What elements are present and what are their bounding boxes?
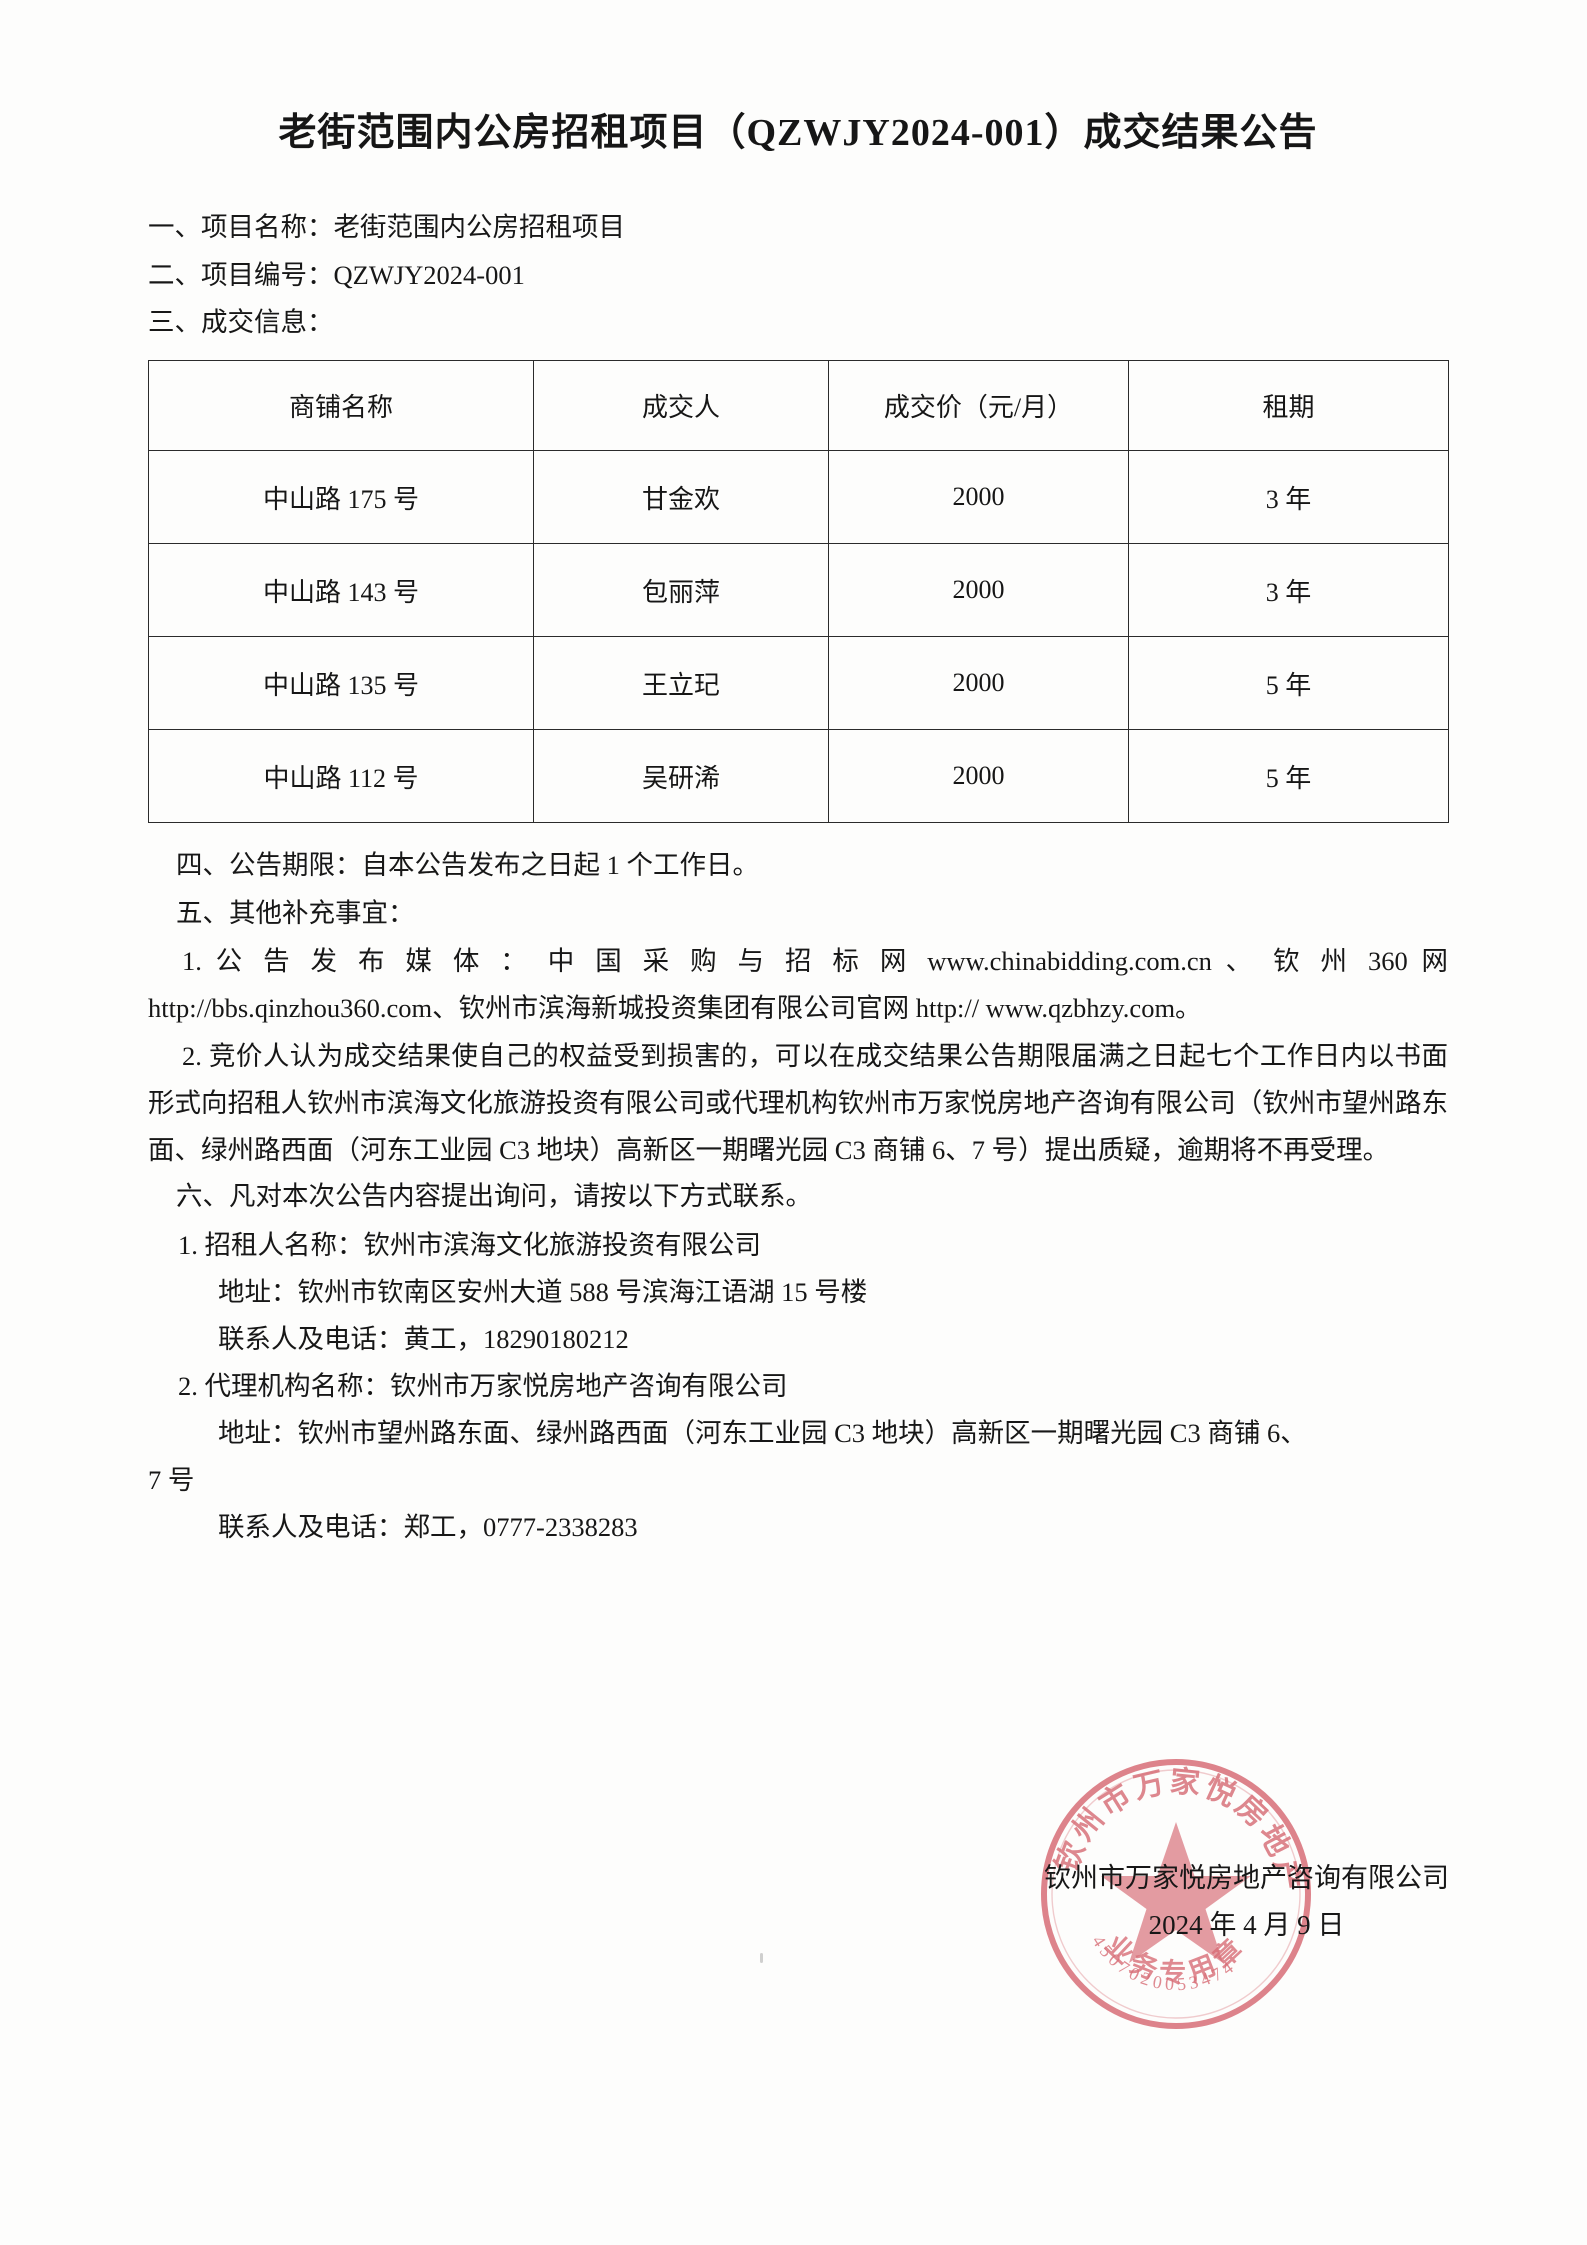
column-header-price: 成交价（元/月） bbox=[828, 360, 1129, 452]
agency-address-continued: 7 号 bbox=[148, 1465, 195, 1496]
cell-lease-term: 3 年 bbox=[1128, 450, 1449, 545]
table-row: 中山路 143 号 包丽萍 2000 3 年 bbox=[148, 543, 1449, 638]
cell-price: 2000 bbox=[828, 543, 1129, 638]
page-title: 老街范围内公房招租项目（QZWJY2024-001）成交结果公告 bbox=[278, 112, 1318, 154]
cell-winner: 甘金欢 bbox=[533, 450, 829, 545]
deal-results-table: 商铺名称 成交人 成交价（元/月） 租期 中山路 175 号 甘金欢 2000 … bbox=[148, 360, 1449, 824]
signature-organization: 钦州市万家悦房地产咨询有限公司 bbox=[1044, 1863, 1449, 1893]
signature-date: 2024 年 4 月 9 日 bbox=[1148, 1910, 1345, 1941]
agency-name: 2. 代理机构名称：钦州市万家悦房地产咨询有限公司 bbox=[178, 1371, 788, 1402]
clause-contact-methods: 六、凡对本次公告内容提出询问，请按以下方式联系。 bbox=[176, 1180, 812, 1211]
agency-phone: 联系人及电话：郑工，0777-2338283 bbox=[218, 1512, 638, 1543]
cell-lease-term: 3 年 bbox=[1128, 543, 1449, 638]
cell-shop-name: 中山路 175 号 bbox=[148, 450, 534, 545]
cell-shop-name: 中山路 112 号 bbox=[148, 729, 534, 824]
cell-shop-name: 中山路 135 号 bbox=[148, 636, 534, 731]
clause-project-name: 一、项目名称：老街范围内公房招租项目 bbox=[148, 212, 625, 243]
lessor-phone: 联系人及电话：黄工，18290180212 bbox=[218, 1323, 629, 1354]
lessor-address: 地址：钦州市钦南区安州大道 588 号滨海江语湖 15 号楼 bbox=[218, 1276, 868, 1307]
note-publication-media: 1. 公 告 发 布 媒 体 ： 中 国 采 购 与 招 标 网 www.chi… bbox=[148, 946, 1448, 1024]
column-header-shop-name: 商铺名称 bbox=[148, 360, 534, 452]
table-row: 中山路 135 号 王立玘 2000 5 年 bbox=[148, 636, 1449, 731]
cell-lease-term: 5 年 bbox=[1128, 729, 1449, 824]
scan-artifact bbox=[760, 1953, 763, 1963]
cell-shop-name: 中山路 143 号 bbox=[148, 543, 534, 638]
clause-project-number: 二、项目编号：QZWJY2024-001 bbox=[148, 259, 525, 290]
column-header-winner: 成交人 bbox=[533, 360, 829, 452]
clause-deal-info: 三、成交信息： bbox=[148, 307, 334, 338]
signature-block: 钦州市万家悦房地产咨询有限公司 2024 年 4 月 9 日 bbox=[1044, 1855, 1449, 1950]
lessor-name: 1. 招租人名称：钦州市滨海文化旅游投资有限公司 bbox=[178, 1229, 761, 1260]
cell-winner: 包丽萍 bbox=[533, 543, 829, 638]
note-objection-procedure: 2. 竞价人认为成交结果使自己的权益受到损害的，可以在成交结果公告期限届满之日起… bbox=[148, 1040, 1448, 1165]
cell-winner: 吴研浠 bbox=[533, 729, 829, 824]
table-row: 中山路 175 号 甘金欢 2000 3 年 bbox=[148, 450, 1449, 545]
document-body: 老街范围内公房招租项目（QZWJY2024-001）成交结果公告 一、项目名称：… bbox=[148, 108, 1449, 1552]
column-header-lease-term: 租期 bbox=[1128, 360, 1449, 452]
company-seal-stamp: 钦州市万家悦房地产咨询 业务专用章 4507020053474 bbox=[1030, 1748, 1322, 2040]
clause-other-matters: 五、其他补充事宜： bbox=[176, 897, 415, 928]
cell-winner: 王立玘 bbox=[533, 636, 829, 731]
cell-lease-term: 5 年 bbox=[1128, 636, 1449, 731]
clause-announcement-period: 四、公告期限：自本公告发布之日起 1 个工作日。 bbox=[176, 850, 759, 881]
table-row: 中山路 112 号 吴研浠 2000 5 年 bbox=[148, 729, 1449, 824]
cell-price: 2000 bbox=[828, 636, 1129, 731]
cell-price: 2000 bbox=[828, 450, 1129, 545]
agency-address: 地址：钦州市望州路东面、绿州路西面（河东工业园 C3 地块）高新区一期曙光园 C… bbox=[218, 1418, 1307, 1449]
cell-price: 2000 bbox=[828, 729, 1129, 824]
table-header-row: 商铺名称 成交人 成交价（元/月） 租期 bbox=[148, 360, 1449, 452]
